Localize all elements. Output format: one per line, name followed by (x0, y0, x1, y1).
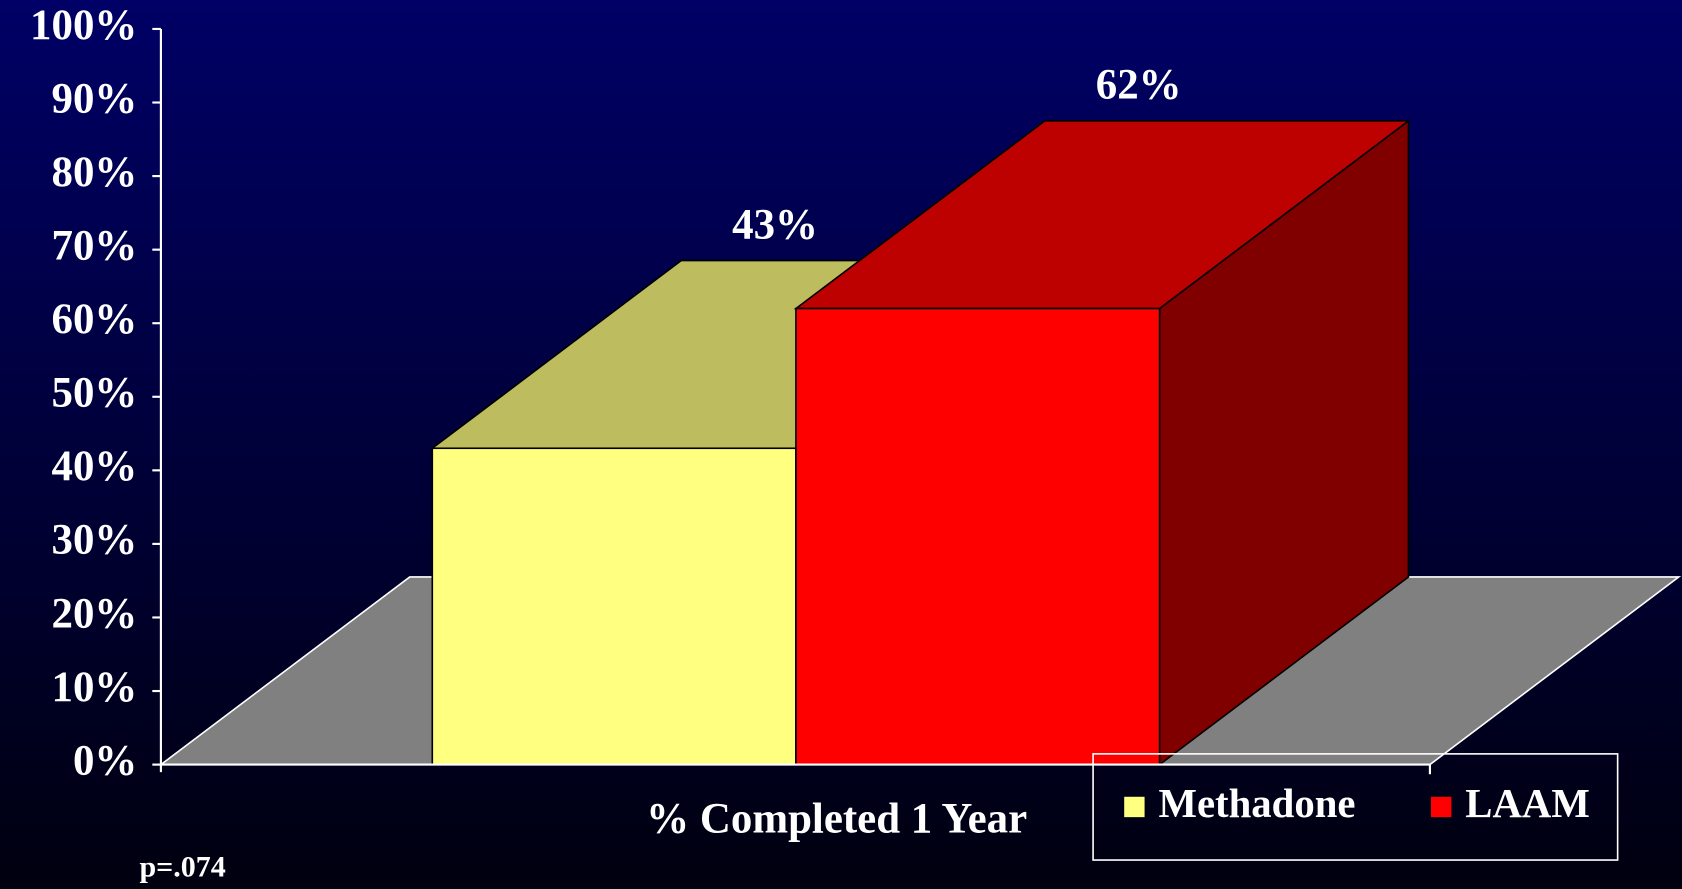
y-tick-label: 40% (52, 443, 138, 490)
legend: Methadone LAAM (1124, 781, 1590, 826)
y-tick-label: 90% (52, 75, 138, 122)
y-tick-label: 60% (52, 296, 138, 343)
y-tick-label: 30% (52, 517, 138, 564)
y-tick-label: 10% (52, 664, 138, 711)
x-category-label: % Completed 1 Year (646, 795, 1027, 842)
y-tick-label: 0% (73, 737, 137, 784)
bar (795, 307, 1161, 766)
y-tick-label: 70% (52, 222, 138, 269)
legend-swatch (1124, 796, 1145, 818)
y-tick-label: 100% (30, 2, 137, 49)
annotation: p=.074 (139, 851, 225, 884)
y-tick-label: 80% (52, 149, 138, 196)
legend-label: Methadone (1159, 781, 1356, 826)
y-tick-label: 20% (52, 590, 138, 637)
legend-label: LAAM (1465, 781, 1590, 826)
bar (431, 447, 797, 766)
value-label: 43% (732, 201, 818, 248)
legend-swatch (1430, 796, 1452, 818)
legend-box (1092, 753, 1619, 861)
value-label: 62% (1096, 62, 1182, 109)
y-tick-label: 50% (52, 370, 138, 417)
